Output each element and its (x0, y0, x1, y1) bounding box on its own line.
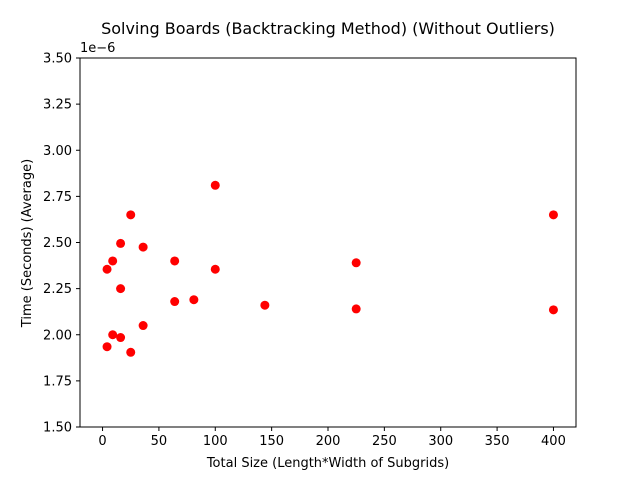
data-point (138, 242, 148, 252)
data-point (126, 347, 136, 357)
x-tick-label: 0 (98, 434, 106, 449)
y-tick-label: 3.00 (43, 144, 72, 159)
plot-frame (79, 57, 577, 428)
x-tick-label: 150 (259, 434, 284, 449)
data-point (102, 264, 112, 274)
y-tick-label: 2.50 (43, 236, 72, 251)
data-point (138, 321, 148, 331)
y-axis-label: Time (Seconds) (Average) (20, 159, 35, 328)
chart-title: Solving Boards (Backtracking Method) (Wi… (101, 19, 555, 38)
y-tick-label: 2.25 (43, 282, 72, 297)
y-tick-label: 1.75 (43, 374, 72, 389)
x-tick-label: 100 (203, 434, 228, 449)
data-point (351, 304, 361, 314)
y-tick-label: 1.50 (43, 421, 72, 436)
data-point (260, 300, 270, 310)
data-point (116, 238, 126, 248)
x-tick-label: 400 (541, 434, 566, 449)
y-offset-label: 1e−6 (80, 41, 115, 56)
x-tick-label: 250 (372, 434, 397, 449)
data-point (210, 180, 220, 190)
x-tick-label: 200 (316, 434, 341, 449)
y-tick-label: 2.00 (43, 328, 72, 343)
x-axis-ticks: 0 50 100 150 200 250 300 350 400 (98, 427, 566, 449)
data-point (108, 256, 118, 266)
data-point (116, 284, 126, 294)
data-point (108, 330, 118, 340)
data-point (548, 305, 558, 315)
data-point (126, 210, 136, 220)
y-tick-label: 2.75 (43, 190, 72, 205)
data-point (170, 256, 180, 266)
data-point (189, 295, 199, 305)
y-tick-label: 3.50 (43, 52, 72, 67)
data-point (351, 258, 361, 268)
data-point (116, 333, 126, 343)
x-tick-label: 300 (428, 434, 453, 449)
data-points (102, 180, 558, 357)
y-axis-ticks: 1.50 1.75 2.00 2.25 2.50 2.75 3.00 3.25 3.50 (43, 52, 80, 436)
x-tick-label: 350 (485, 434, 510, 449)
data-point (210, 264, 220, 274)
x-tick-label: 50 (151, 434, 168, 449)
data-point (170, 297, 180, 307)
x-axis-label: Total Size (Length*Width of Subgrids) (206, 456, 449, 471)
data-point (548, 210, 558, 220)
data-point (102, 342, 112, 352)
y-tick-label: 3.25 (43, 98, 72, 113)
